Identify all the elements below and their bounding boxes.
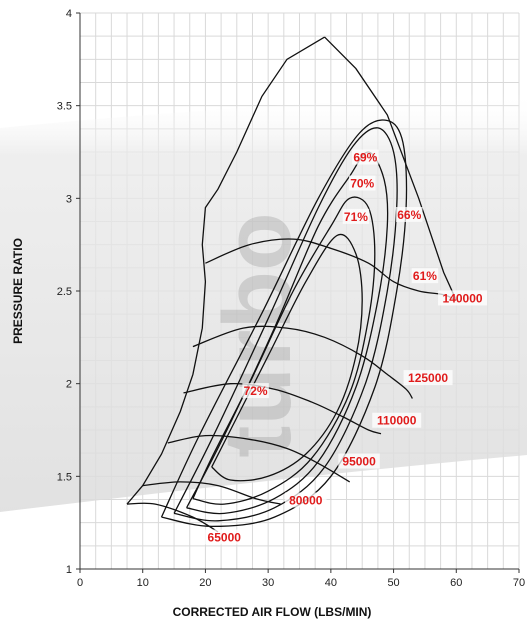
x-tick-label: 0 [77, 577, 83, 589]
efficiency-label-bg [396, 207, 423, 223]
efficiency-label: 70% [350, 177, 374, 191]
speed-line-125000 [192, 325, 413, 399]
y-tick-label: 2 [66, 379, 72, 391]
efficiency-label: 72% [244, 384, 268, 398]
x-axis-title: CORRECTED AIR FLOW (LBS/MIN) [173, 605, 372, 619]
efficiency-label-bg [411, 268, 439, 284]
speed-line-80000 [142, 481, 281, 505]
y-tick-label: 3.5 [57, 101, 72, 113]
speed-label-bg [285, 492, 327, 508]
speed-label: 125000 [408, 371, 448, 385]
speed-label: 110000 [377, 414, 417, 428]
y-tick-label: 3 [66, 193, 72, 205]
speed-line-95000 [167, 434, 351, 483]
map-lines [126, 36, 457, 533]
efficiency-label: 71% [344, 210, 368, 224]
speed-label: 95000 [342, 455, 376, 469]
speed-label: 80000 [289, 493, 323, 507]
efficiency-label-bg [342, 208, 370, 224]
speed-label: 65000 [208, 530, 242, 544]
efficiency-label-bg [348, 175, 376, 191]
x-tick-label: 20 [199, 577, 211, 589]
efficiency-label: 69% [353, 151, 377, 165]
efficiency-label: 61% [413, 269, 437, 283]
efficiency-island-72 [211, 233, 363, 482]
x-tick-label: 60 [450, 577, 462, 589]
speed-line-65000 [126, 502, 219, 533]
efficiency-label-bg [242, 383, 269, 399]
speed-label-bg [403, 370, 453, 386]
x-tick-label: 70 [513, 577, 525, 589]
efficiency-island-66 [160, 119, 408, 528]
speed-label-bg [438, 290, 488, 306]
speed-line-140000 [205, 238, 457, 301]
x-tick-label: 50 [387, 577, 399, 589]
speed-label-bg [338, 453, 380, 469]
speed-label-bg [372, 412, 422, 428]
speed-line-110000 [183, 382, 382, 435]
speed-label-bg [203, 529, 245, 545]
efficiency-label-bg [352, 149, 379, 165]
x-tick-label: 10 [137, 577, 149, 589]
efficiency-island-70 [186, 151, 389, 515]
background-band [0, 92, 527, 512]
speed-label: 140000 [443, 291, 483, 305]
y-tick-label: 1 [66, 564, 72, 576]
y-axis-title: PRESSURE RATIO [11, 238, 25, 344]
surge-line [126, 36, 325, 505]
y-tick-label: 4 [66, 8, 72, 20]
map-labels: 65000 80000 95000 110000 125000 140000 69% 70% 7… [203, 149, 488, 545]
choke-line [324, 36, 457, 301]
y-tick-label: 1.5 [57, 471, 72, 483]
efficiency-label: 66% [397, 208, 421, 222]
x-tick-label: 40 [325, 577, 337, 589]
y-tick-label: 2.5 [57, 286, 72, 298]
axes: 0 10 20 30 40 50 60 70 1 1.5 2 2.5 3 3.5 4 [57, 8, 525, 589]
x-tick-label: 30 [262, 577, 274, 589]
